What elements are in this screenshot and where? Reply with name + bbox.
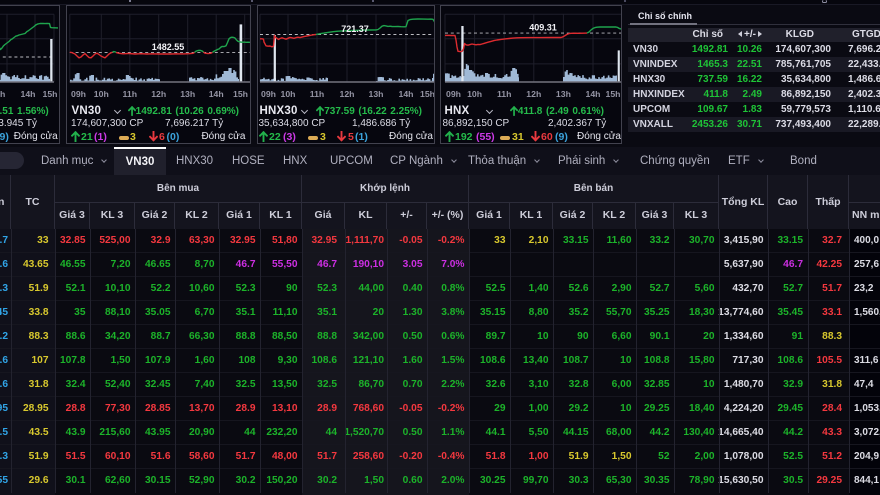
svg-text:721.37: 721.37 (341, 24, 369, 34)
svg-text:15h: 15h (43, 89, 58, 99)
svg-text:h: h (0, 89, 5, 99)
svg-text:12h: 12h (526, 89, 541, 99)
svg-text:13h: 13h (369, 89, 384, 99)
svg-text:12h: 12h (340, 89, 355, 99)
svg-text:1482.55: 1482.55 (152, 42, 185, 52)
svg-text:11h: 11h (310, 89, 325, 99)
svg-text:14h: 14h (399, 89, 414, 99)
svg-text:09h: 09h (446, 89, 461, 99)
svg-text:13h: 13h (180, 89, 195, 99)
svg-text:14h: 14h (21, 89, 36, 99)
svg-text:09h: 09h (261, 89, 276, 99)
svg-text:11h: 11h (123, 89, 137, 99)
svg-text:09h: 09h (71, 89, 86, 99)
svg-text:15h: 15h (233, 89, 248, 99)
svg-text:14h: 14h (586, 89, 601, 99)
svg-text:10h: 10h (467, 89, 482, 99)
svg-text:13h: 13h (556, 89, 571, 99)
svg-text:11h: 11h (497, 89, 512, 99)
svg-text:15h: 15h (606, 89, 621, 99)
svg-text:12h: 12h (151, 89, 166, 99)
svg-text:10h: 10h (94, 89, 109, 99)
svg-text:14h: 14h (209, 89, 224, 99)
svg-text:409.31: 409.31 (529, 23, 557, 33)
svg-text:10h: 10h (281, 89, 296, 99)
svg-text:15h: 15h (420, 89, 435, 99)
